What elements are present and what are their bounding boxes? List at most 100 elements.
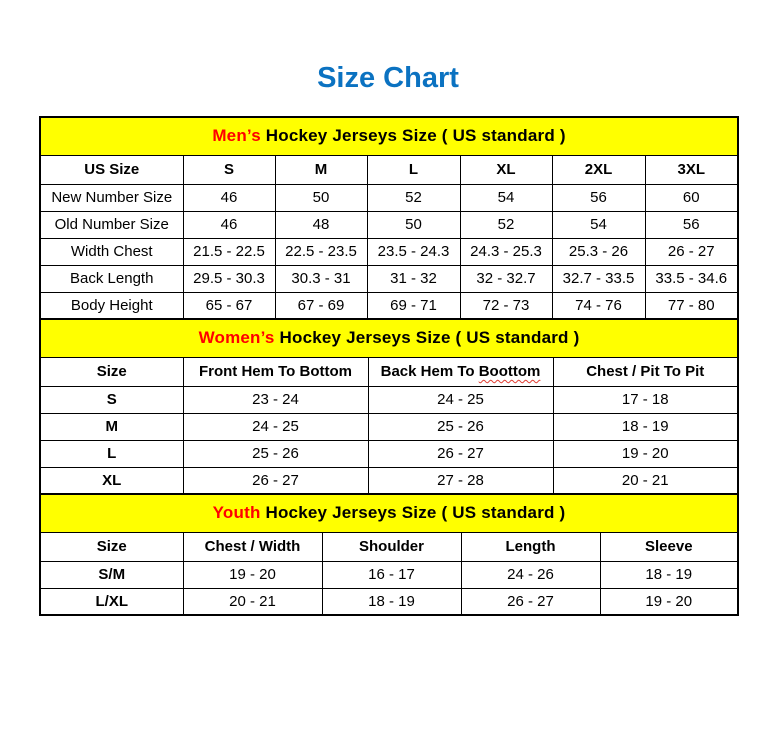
- mens-column-header: L: [366, 154, 461, 185]
- mens-value-cell: 69 - 71: [366, 291, 461, 320]
- mens-table-row: Back Length 29.5 - 30.3 30.3 - 31 31 - 32 32…: [39, 264, 739, 293]
- youth-column-header: Chest / Width: [182, 531, 323, 562]
- youth-table-row: L/XL 20 - 21 18 - 19 26 - 27 19 - 20: [39, 587, 739, 616]
- womens-row-label: M: [39, 412, 184, 441]
- womens-value-cell: 19 - 20: [552, 439, 739, 468]
- youth-column-header: Sleeve: [599, 531, 739, 562]
- womens-row-label: S: [39, 385, 184, 414]
- youth-section-title-accent: Youth: [212, 503, 261, 523]
- womens-value-cell: 24 - 25: [367, 385, 554, 414]
- youth-header-row: Size Chest / Width Shoulder Length Sleeve: [39, 531, 739, 562]
- youth-value-cell: 20 - 21: [182, 587, 323, 616]
- mens-column-header: 3XL: [644, 154, 739, 185]
- size-tables: Men’s Hockey Jerseys Size ( US standard …: [39, 116, 740, 616]
- mens-value-cell: 54: [551, 210, 646, 239]
- womens-value-cell: 26 - 27: [367, 439, 554, 468]
- mens-value-cell: 74 - 76: [551, 291, 646, 320]
- mens-value-cell: 48: [274, 210, 368, 239]
- mens-value-cell: 26 - 27: [644, 237, 739, 266]
- mens-value-cell: 32 - 32.7: [459, 264, 553, 293]
- mens-value-cell: 33.5 - 34.6: [644, 264, 739, 293]
- mens-row-label: Width Chest: [39, 237, 184, 266]
- mens-column-header: 2XL: [551, 154, 646, 185]
- mens-value-cell: 23.5 - 24.3: [366, 237, 461, 266]
- mens-column-header: US Size: [39, 154, 184, 185]
- mens-value-cell: 54: [459, 183, 553, 212]
- womens-value-cell: 27 - 28: [367, 466, 554, 495]
- mens-value-cell: 21.5 - 22.5: [182, 237, 276, 266]
- womens-column-header: Size: [39, 356, 184, 387]
- youth-value-cell: 19 - 20: [599, 587, 739, 616]
- mens-value-cell: 22.5 - 23.5: [274, 237, 368, 266]
- mens-table-row: New Number Size 46 50 52 54 56 60: [39, 183, 739, 212]
- womens-table-row: M 24 - 25 25 - 26 18 - 19: [39, 412, 739, 441]
- mens-value-cell: 30.3 - 31: [274, 264, 368, 293]
- misspelled-word: Boottom: [478, 363, 541, 380]
- womens-value-cell: 23 - 24: [182, 385, 369, 414]
- mens-section-title: Men’s Hockey Jerseys Size ( US standard …: [39, 116, 739, 156]
- womens-value-cell: 18 - 19: [552, 412, 739, 441]
- youth-column-header: Shoulder: [321, 531, 462, 562]
- mens-value-cell: 72 - 73: [459, 291, 553, 320]
- womens-table-row: S 23 - 24 24 - 25 17 - 18: [39, 385, 739, 414]
- womens-value-cell: 25 - 26: [367, 412, 554, 441]
- mens-value-cell: 24.3 - 25.3: [459, 237, 553, 266]
- youth-value-cell: 26 - 27: [460, 587, 601, 616]
- mens-table-row: Width Chest 21.5 - 22.5 22.5 - 23.5 23.5 - …: [39, 237, 739, 266]
- mens-row-label: Back Length: [39, 264, 184, 293]
- mens-table-row: Body Height 65 - 67 67 - 69 69 - 71 72 - 73 7…: [39, 291, 739, 320]
- youth-row-label: L/XL: [39, 587, 184, 616]
- mens-value-cell: 50: [274, 183, 368, 212]
- mens-value-cell: 31 - 32: [366, 264, 461, 293]
- mens-value-cell: 46: [182, 183, 276, 212]
- womens-value-cell: 17 - 18: [552, 385, 739, 414]
- mens-value-cell: 56: [551, 183, 646, 212]
- mens-value-cell: 46: [182, 210, 276, 239]
- womens-row-label: XL: [39, 466, 184, 495]
- womens-value-cell: 26 - 27: [182, 466, 369, 495]
- mens-value-cell: 52: [366, 183, 461, 212]
- mens-value-cell: 56: [644, 210, 739, 239]
- mens-row-label: Body Height: [39, 291, 184, 320]
- mens-column-header: XL: [459, 154, 553, 185]
- womens-value-cell: 25 - 26: [182, 439, 369, 468]
- womens-section-title: Women’s Hockey Jerseys Size ( US standar…: [39, 318, 739, 358]
- womens-size-table: Women’s Hockey Jerseys Size ( US standar…: [39, 318, 739, 495]
- womens-header-row: Size Front Hem To Bottom Back Hem To Boott…: [39, 356, 739, 387]
- mens-value-cell: 65 - 67: [182, 291, 276, 320]
- mens-section-title-rest: Hockey Jerseys Size ( US standard ): [260, 126, 566, 146]
- mens-column-header: S: [182, 154, 276, 185]
- mens-value-cell: 52: [459, 210, 553, 239]
- womens-row-label: L: [39, 439, 184, 468]
- womens-value-cell: 24 - 25: [182, 412, 369, 441]
- mens-value-cell: 67 - 69: [274, 291, 368, 320]
- youth-row-label: S/M: [39, 560, 184, 589]
- mens-value-cell: 29.5 - 30.3: [182, 264, 276, 293]
- mens-section-title-accent: Men’s: [212, 126, 261, 146]
- youth-column-header: Size: [39, 531, 184, 562]
- mens-value-cell: 77 - 80: [644, 291, 739, 320]
- youth-value-cell: 19 - 20: [182, 560, 323, 589]
- page-title: Size Chart: [317, 62, 459, 94]
- mens-row-label: Old Number Size: [39, 210, 184, 239]
- youth-size-table: Youth Hockey Jerseys Size ( US standard …: [39, 493, 740, 616]
- mens-size-table: Men’s Hockey Jerseys Size ( US standard …: [39, 116, 740, 320]
- mens-row-label: New Number Size: [39, 183, 184, 212]
- mens-column-header: M: [274, 154, 368, 185]
- youth-column-header: Length: [460, 531, 601, 562]
- womens-column-header: Back Hem To Boottom: [367, 356, 554, 387]
- mens-value-cell: 32.7 - 33.5: [551, 264, 646, 293]
- mens-value-cell: 60: [644, 183, 739, 212]
- womens-table-row: L 25 - 26 26 - 27 19 - 20: [39, 439, 739, 468]
- youth-value-cell: 18 - 19: [599, 560, 739, 589]
- youth-value-cell: 24 - 26: [460, 560, 601, 589]
- womens-table-row: XL 26 - 27 27 - 28 20 - 21: [39, 466, 739, 495]
- youth-value-cell: 18 - 19: [321, 587, 462, 616]
- womens-column-header: Front Hem To Bottom: [182, 356, 369, 387]
- womens-column-header: Chest / Pit To Pit: [552, 356, 739, 387]
- womens-section-title-rest: Hockey Jerseys Size ( US standard ): [274, 328, 580, 348]
- mens-table-row: Old Number Size 46 48 50 52 54 56: [39, 210, 739, 239]
- youth-section-title-rest: Hockey Jerseys Size ( US standard ): [260, 503, 566, 523]
- mens-value-cell: 50: [366, 210, 461, 239]
- mens-header-row: US Size S M L XL 2XL 3XL: [39, 154, 739, 185]
